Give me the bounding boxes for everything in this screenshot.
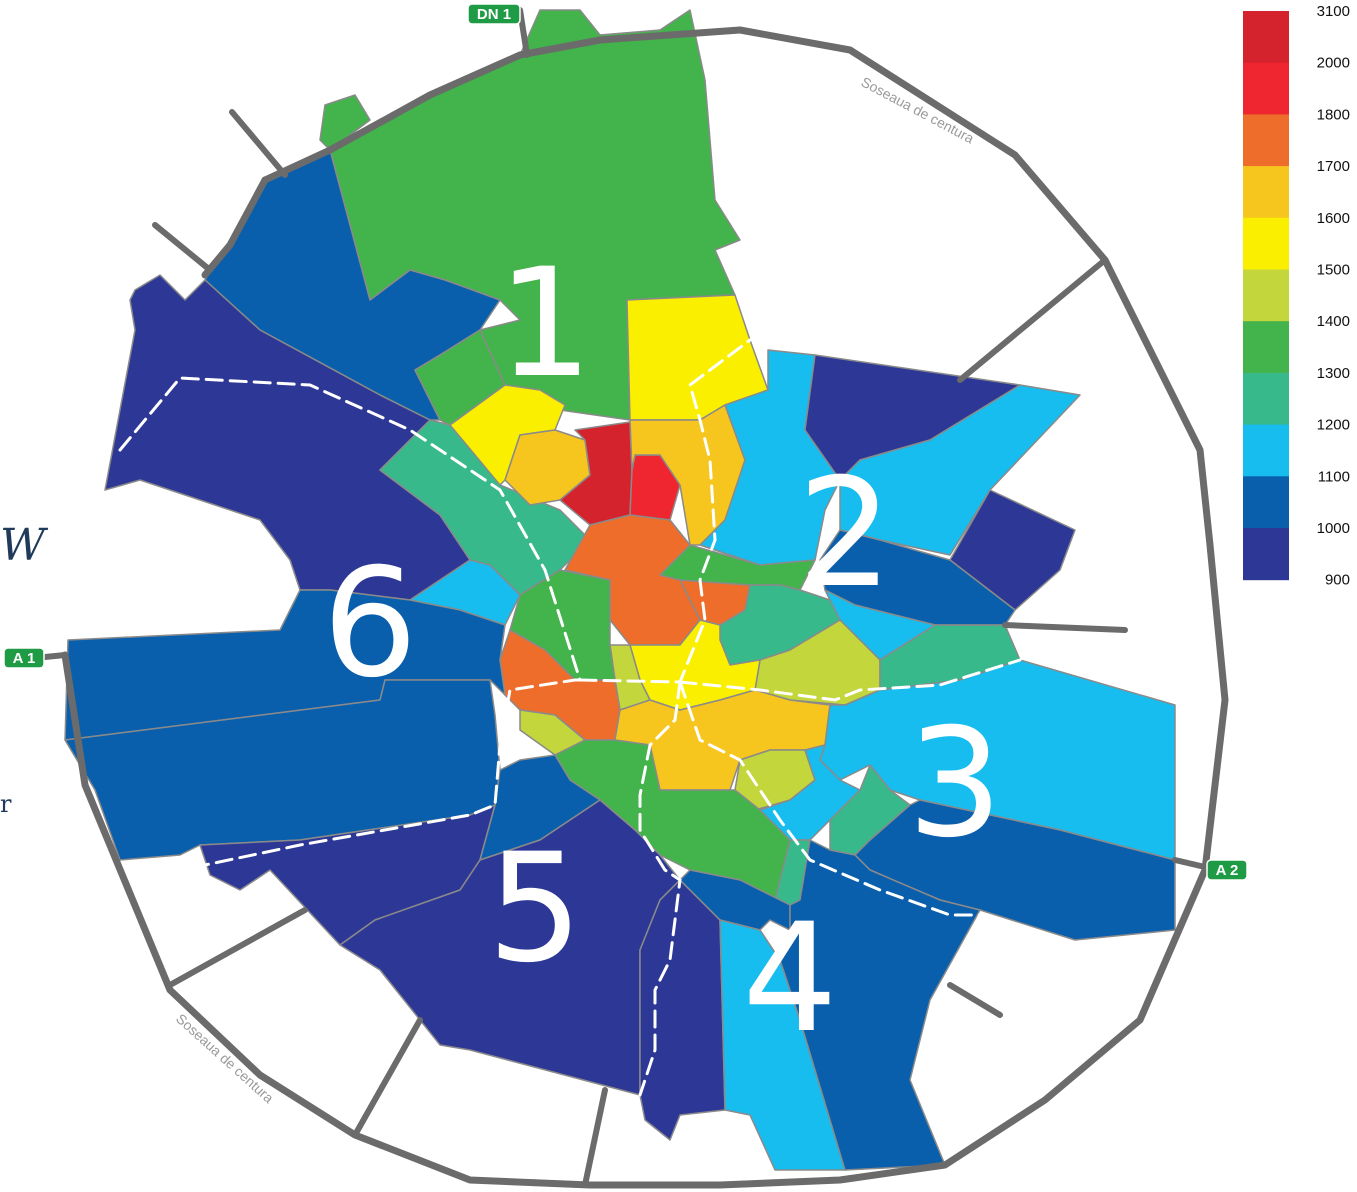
sector-label-2: 2 xyxy=(797,447,892,621)
legend-tick-label: 1600 xyxy=(1317,210,1350,227)
district-gold-north xyxy=(629,404,746,546)
legend-tick-label: 1400 xyxy=(1317,313,1350,330)
legend-swatch xyxy=(1243,269,1289,322)
legend-swatch xyxy=(1243,11,1289,64)
side-fragment-w: W xyxy=(0,520,49,571)
sector-label-3: 3 xyxy=(907,697,1002,871)
legend-tick-label: 900 xyxy=(1325,572,1350,589)
legend-swatch xyxy=(1243,476,1289,529)
legend-swatch xyxy=(1243,424,1289,477)
legend-tick-label: 1000 xyxy=(1317,520,1350,537)
legend-tick-label: 1700 xyxy=(1317,158,1350,175)
legend-tick-label: 3100 xyxy=(1317,3,1350,20)
district-east-blue[interactable] xyxy=(854,799,1176,941)
legend-tick-label: 1100 xyxy=(1318,468,1350,485)
district-se-blue[interactable] xyxy=(779,839,981,1171)
legend-tick-label: 1500 xyxy=(1317,262,1350,279)
shield-dn1-label: DN 1 xyxy=(477,6,511,23)
legend-swatch xyxy=(1243,166,1289,219)
sector-label-1: 1 xyxy=(497,237,592,411)
shield-a2-label: A 2 xyxy=(1216,862,1239,879)
legend-swatch xyxy=(1243,217,1289,270)
legend-tick-label: 1800 xyxy=(1317,106,1350,123)
district-east-yellowgreen xyxy=(754,619,881,706)
price-legend: 3100 2000 1800 1700 1600 1500 1400 1300 1200 1100… xyxy=(1243,3,1350,589)
shield-a1: A 1 xyxy=(3,647,45,669)
legend-swatch xyxy=(1243,528,1289,581)
district-ne-navy-2 xyxy=(949,489,1076,611)
legend-swatch xyxy=(1243,114,1289,167)
shield-a1-label: A 1 xyxy=(13,650,36,667)
legend-tick-label: 2000 xyxy=(1317,55,1350,72)
legend-swatch xyxy=(1243,321,1289,374)
sector-label-6: 6 xyxy=(322,537,417,711)
district-southeast-lightblue xyxy=(759,744,861,841)
sector-label-5: 5 xyxy=(487,822,582,996)
legend-swatch xyxy=(1243,372,1289,426)
shield-a2: A 2 xyxy=(1206,859,1248,881)
legend-tick-label: 1300 xyxy=(1317,365,1350,382)
ring-road-label-south: Soseaua de centura xyxy=(173,1010,277,1106)
side-fragment-r: r xyxy=(0,790,12,818)
legend-tick-label: 1200 xyxy=(1317,417,1350,434)
district-south-navy-2 xyxy=(639,879,726,1141)
shield-dn1: DN 1 xyxy=(467,3,521,25)
districts xyxy=(64,9,1176,1171)
sector-label-4: 4 xyxy=(742,892,837,1066)
road-dn1 xyxy=(517,7,530,58)
ring-road-label-north: Soseaua de centura xyxy=(859,74,977,147)
sector-boundaries xyxy=(118,338,1022,1097)
district-ne-lightblue[interactable] xyxy=(699,349,841,566)
legend-swatch xyxy=(1243,62,1289,115)
